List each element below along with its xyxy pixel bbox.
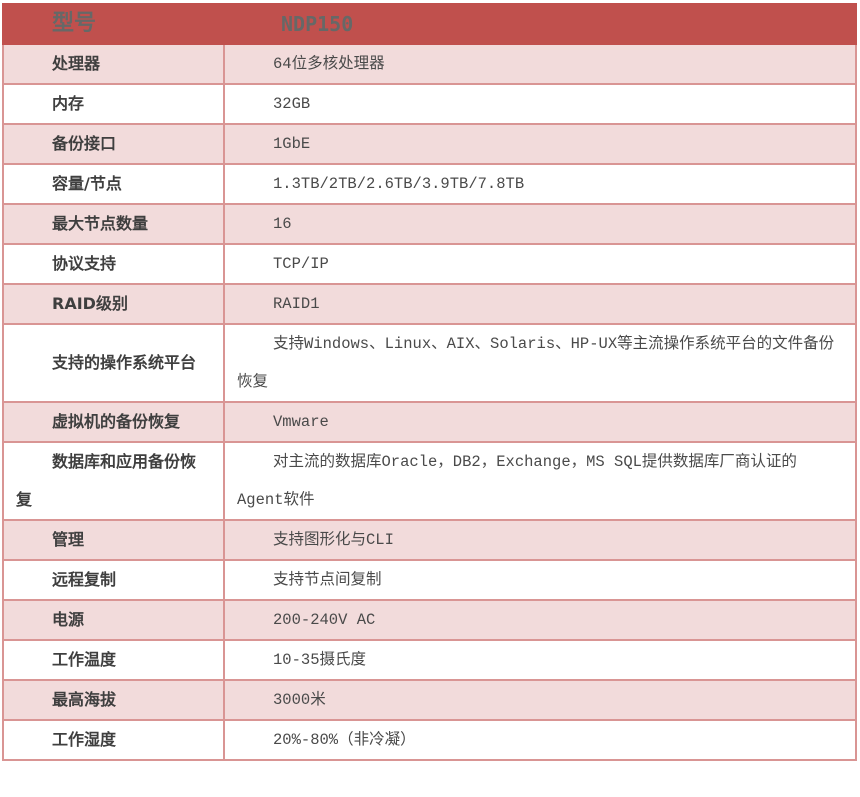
spec-value: TCP/IP <box>223 243 857 285</box>
spec-value: 支持节点间复制 <box>223 559 857 601</box>
spec-label: 协议支持 <box>2 243 225 285</box>
spec-value: 1.3TB/2TB/2.6TB/3.9TB/7.8TB <box>223 163 857 205</box>
spec-label: 最高海拔 <box>2 679 225 721</box>
table-row: 内存 32GB <box>2 83 857 125</box>
table-row: 支持的操作系统平台 支持Windows、Linux、AIX、Solaris、HP-… <box>2 323 857 403</box>
header-label: 型号 <box>2 3 225 45</box>
table-row: RAID级别 RAID1 <box>2 283 857 325</box>
spec-value: 1GbE <box>223 123 857 165</box>
spec-value: 200-240V AC <box>223 599 857 641</box>
spec-label: 工作温度 <box>2 639 225 681</box>
table-row: 工作湿度 20%-80%（非冷凝） <box>2 719 857 761</box>
spec-label: 容量/节点 <box>2 163 225 205</box>
spec-label: 处理器 <box>2 43 225 85</box>
table-row: 虚拟机的备份恢复 Vmware <box>2 401 857 443</box>
spec-label: 内存 <box>2 83 225 125</box>
spec-value: 10-35摄氏度 <box>223 639 857 681</box>
spec-value: 64位多核处理器 <box>223 43 857 85</box>
spec-label: 管理 <box>2 519 225 561</box>
spec-label: 工作湿度 <box>2 719 225 761</box>
table-row: 处理器 64位多核处理器 <box>2 43 857 85</box>
table-row: 远程复制 支持节点间复制 <box>2 559 857 601</box>
spec-label: 虚拟机的备份恢复 <box>2 401 225 443</box>
table-row: 数据库和应用备份恢复 对主流的数据库Oracle，DB2，Exchange，MS … <box>2 441 857 521</box>
table-header-row: 型号 NDP150 <box>2 3 857 45</box>
spec-value: 32GB <box>223 83 857 125</box>
table-row: 管理 支持图形化与CLI <box>2 519 857 561</box>
spec-label: 支持的操作系统平台 <box>2 323 225 403</box>
spec-label: 数据库和应用备份恢复 <box>2 441 225 521</box>
spec-value: 支持图形化与CLI <box>223 519 857 561</box>
spec-label: 最大节点数量 <box>2 203 225 245</box>
table-row: 工作温度 10-35摄氏度 <box>2 639 857 681</box>
header-value: NDP150 <box>223 3 857 45</box>
table-row: 最高海拔 3000米 <box>2 679 857 721</box>
table-row: 电源 200-240V AC <box>2 599 857 641</box>
spec-label: 备份接口 <box>2 123 225 165</box>
table-row: 备份接口 1GbE <box>2 123 857 165</box>
spec-label: RAID级别 <box>2 283 225 325</box>
table-row: 协议支持 TCP/IP <box>2 243 857 285</box>
spec-value: 对主流的数据库Oracle，DB2，Exchange，MS SQL提供数据库厂商… <box>223 441 857 521</box>
spec-value: RAID1 <box>223 283 857 325</box>
table-row: 最大节点数量 16 <box>2 203 857 245</box>
spec-table: 型号 NDP150 处理器 64位多核处理器 内存 32GB 备份接口 1GbE 容量/节点… <box>2 3 857 761</box>
spec-label: 远程复制 <box>2 559 225 601</box>
spec-label: 电源 <box>2 599 225 641</box>
spec-value: 支持Windows、Linux、AIX、Solaris、HP-UX等主流操作系统… <box>223 323 857 403</box>
table-row: 容量/节点 1.3TB/2TB/2.6TB/3.9TB/7.8TB <box>2 163 857 205</box>
spec-value: 16 <box>223 203 857 245</box>
spec-value: Vmware <box>223 401 857 443</box>
spec-value: 20%-80%（非冷凝） <box>223 719 857 761</box>
spec-value: 3000米 <box>223 679 857 721</box>
